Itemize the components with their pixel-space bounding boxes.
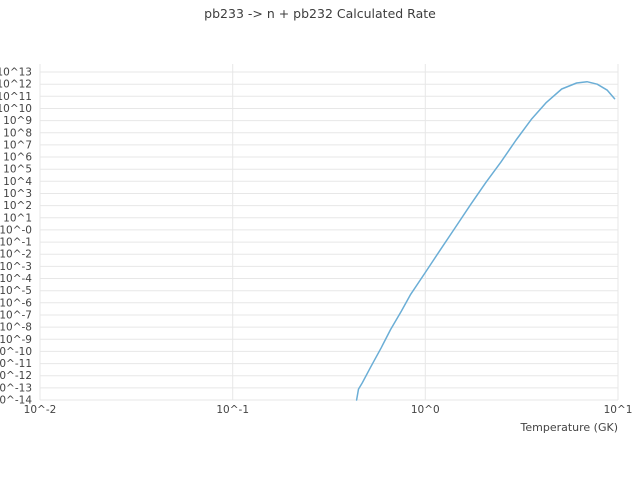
y-tick-label: 10^7 <box>3 139 32 151</box>
x-tick-label: 10^-1 <box>216 404 249 416</box>
y-tick-label: 10^-12 <box>0 370 32 382</box>
y-tick-label: 10^3 <box>3 188 32 200</box>
y-tick-label: 10^-5 <box>0 285 32 297</box>
x-tick-label: 10^-2 <box>24 404 57 416</box>
y-tick-label: 10^4 <box>3 176 32 188</box>
y-tick-label: 10^5 <box>3 164 32 176</box>
y-tick-label: 10^-7 <box>0 310 32 322</box>
y-tick-label: 10^-2 <box>0 249 32 261</box>
y-tick-label: 10^-11 <box>0 358 32 370</box>
y-tick-label: 10^-1 <box>0 237 32 249</box>
chart-title: pb233 -> n + pb232 Calculated Rate <box>204 6 436 21</box>
y-tick-label: 10^11 <box>0 91 32 103</box>
y-tick-label: 10^-10 <box>0 346 32 358</box>
y-tick-label: 10^13 <box>0 67 32 79</box>
x-tick-label: 10^0 <box>411 404 440 416</box>
y-tick-label: 10^9 <box>3 115 32 127</box>
y-tick-label: 10^8 <box>3 127 32 139</box>
y-tick-label: 10^6 <box>3 152 32 164</box>
rate-curve <box>355 80 616 401</box>
y-tick-label: 10^10 <box>0 103 32 115</box>
x-axis-label: Temperature (GK) <box>520 421 619 434</box>
y-tick-label: 10^2 <box>3 200 32 212</box>
y-tick-label: 10^-8 <box>0 322 32 334</box>
y-tick-label: 10^-0 <box>0 224 32 236</box>
y-tick-label: 10^-3 <box>0 261 32 273</box>
y-tick-label: 10^-6 <box>0 297 32 309</box>
x-tick-label: 10^1 <box>604 404 633 416</box>
y-tick-label: 10^-4 <box>0 273 32 285</box>
y-tick-label: 10^-13 <box>0 382 32 394</box>
y-tick-label: 10^12 <box>0 79 32 91</box>
y-tick-label: 10^-14 <box>0 395 32 407</box>
y-tick-label: 10^-9 <box>0 334 32 346</box>
y-tick-label: 10^1 <box>3 212 32 224</box>
